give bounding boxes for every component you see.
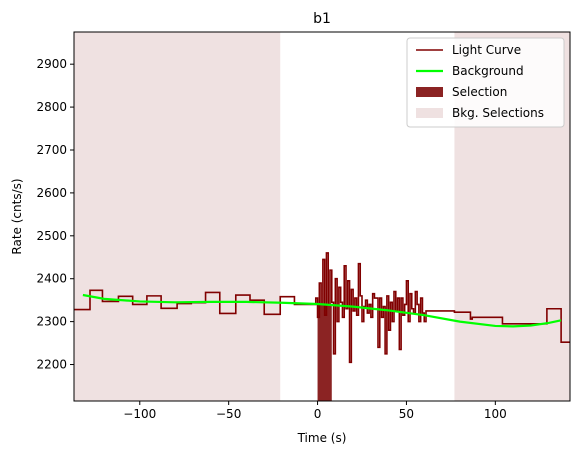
- x-axis: −100 −50 0 50 100: [123, 401, 507, 421]
- legend: Light Curve Background Selection Bkg. Selec…: [406, 37, 565, 128]
- legend-entry-label: Selection: [452, 85, 507, 99]
- x-tick-label: −50: [216, 407, 241, 421]
- y-tick-label: 2800: [36, 100, 67, 114]
- legend-entry-label: Light Curve: [452, 43, 521, 57]
- light-curve-series: [74, 252, 570, 364]
- selection-region: [317, 304, 332, 401]
- bkg-selection-region-1: [74, 32, 281, 401]
- y-axis-label: Rate (cnts/s): [10, 178, 24, 254]
- x-tick-label: 0: [314, 407, 322, 421]
- x-axis-label: Time (s): [297, 431, 347, 445]
- axes-frame: [73, 31, 571, 402]
- legend-entry-label: Bkg. Selections: [452, 106, 544, 120]
- legend-swatch: [416, 87, 443, 97]
- x-tick-label: 100: [484, 407, 507, 421]
- legend-entry-label: Background: [452, 64, 524, 78]
- y-tick-label: 2500: [36, 229, 67, 243]
- y-axis: 2200 2300 2400 2500 2600 2700 2800 2900: [36, 57, 74, 372]
- y-tick-label: 2200: [36, 358, 67, 372]
- x-tick-label: −100: [123, 407, 156, 421]
- y-tick-label: 2300: [36, 315, 67, 329]
- y-tick-label: 2900: [36, 57, 67, 71]
- y-tick-label: 2700: [36, 143, 67, 157]
- y-tick-label: 2400: [36, 272, 67, 286]
- x-tick-label: 50: [399, 407, 414, 421]
- chart-title: b1: [313, 11, 331, 27]
- y-tick-label: 2600: [36, 186, 67, 200]
- legend-swatch: [416, 108, 443, 118]
- background-series: [82, 293, 562, 328]
- legend-box: [406, 37, 565, 128]
